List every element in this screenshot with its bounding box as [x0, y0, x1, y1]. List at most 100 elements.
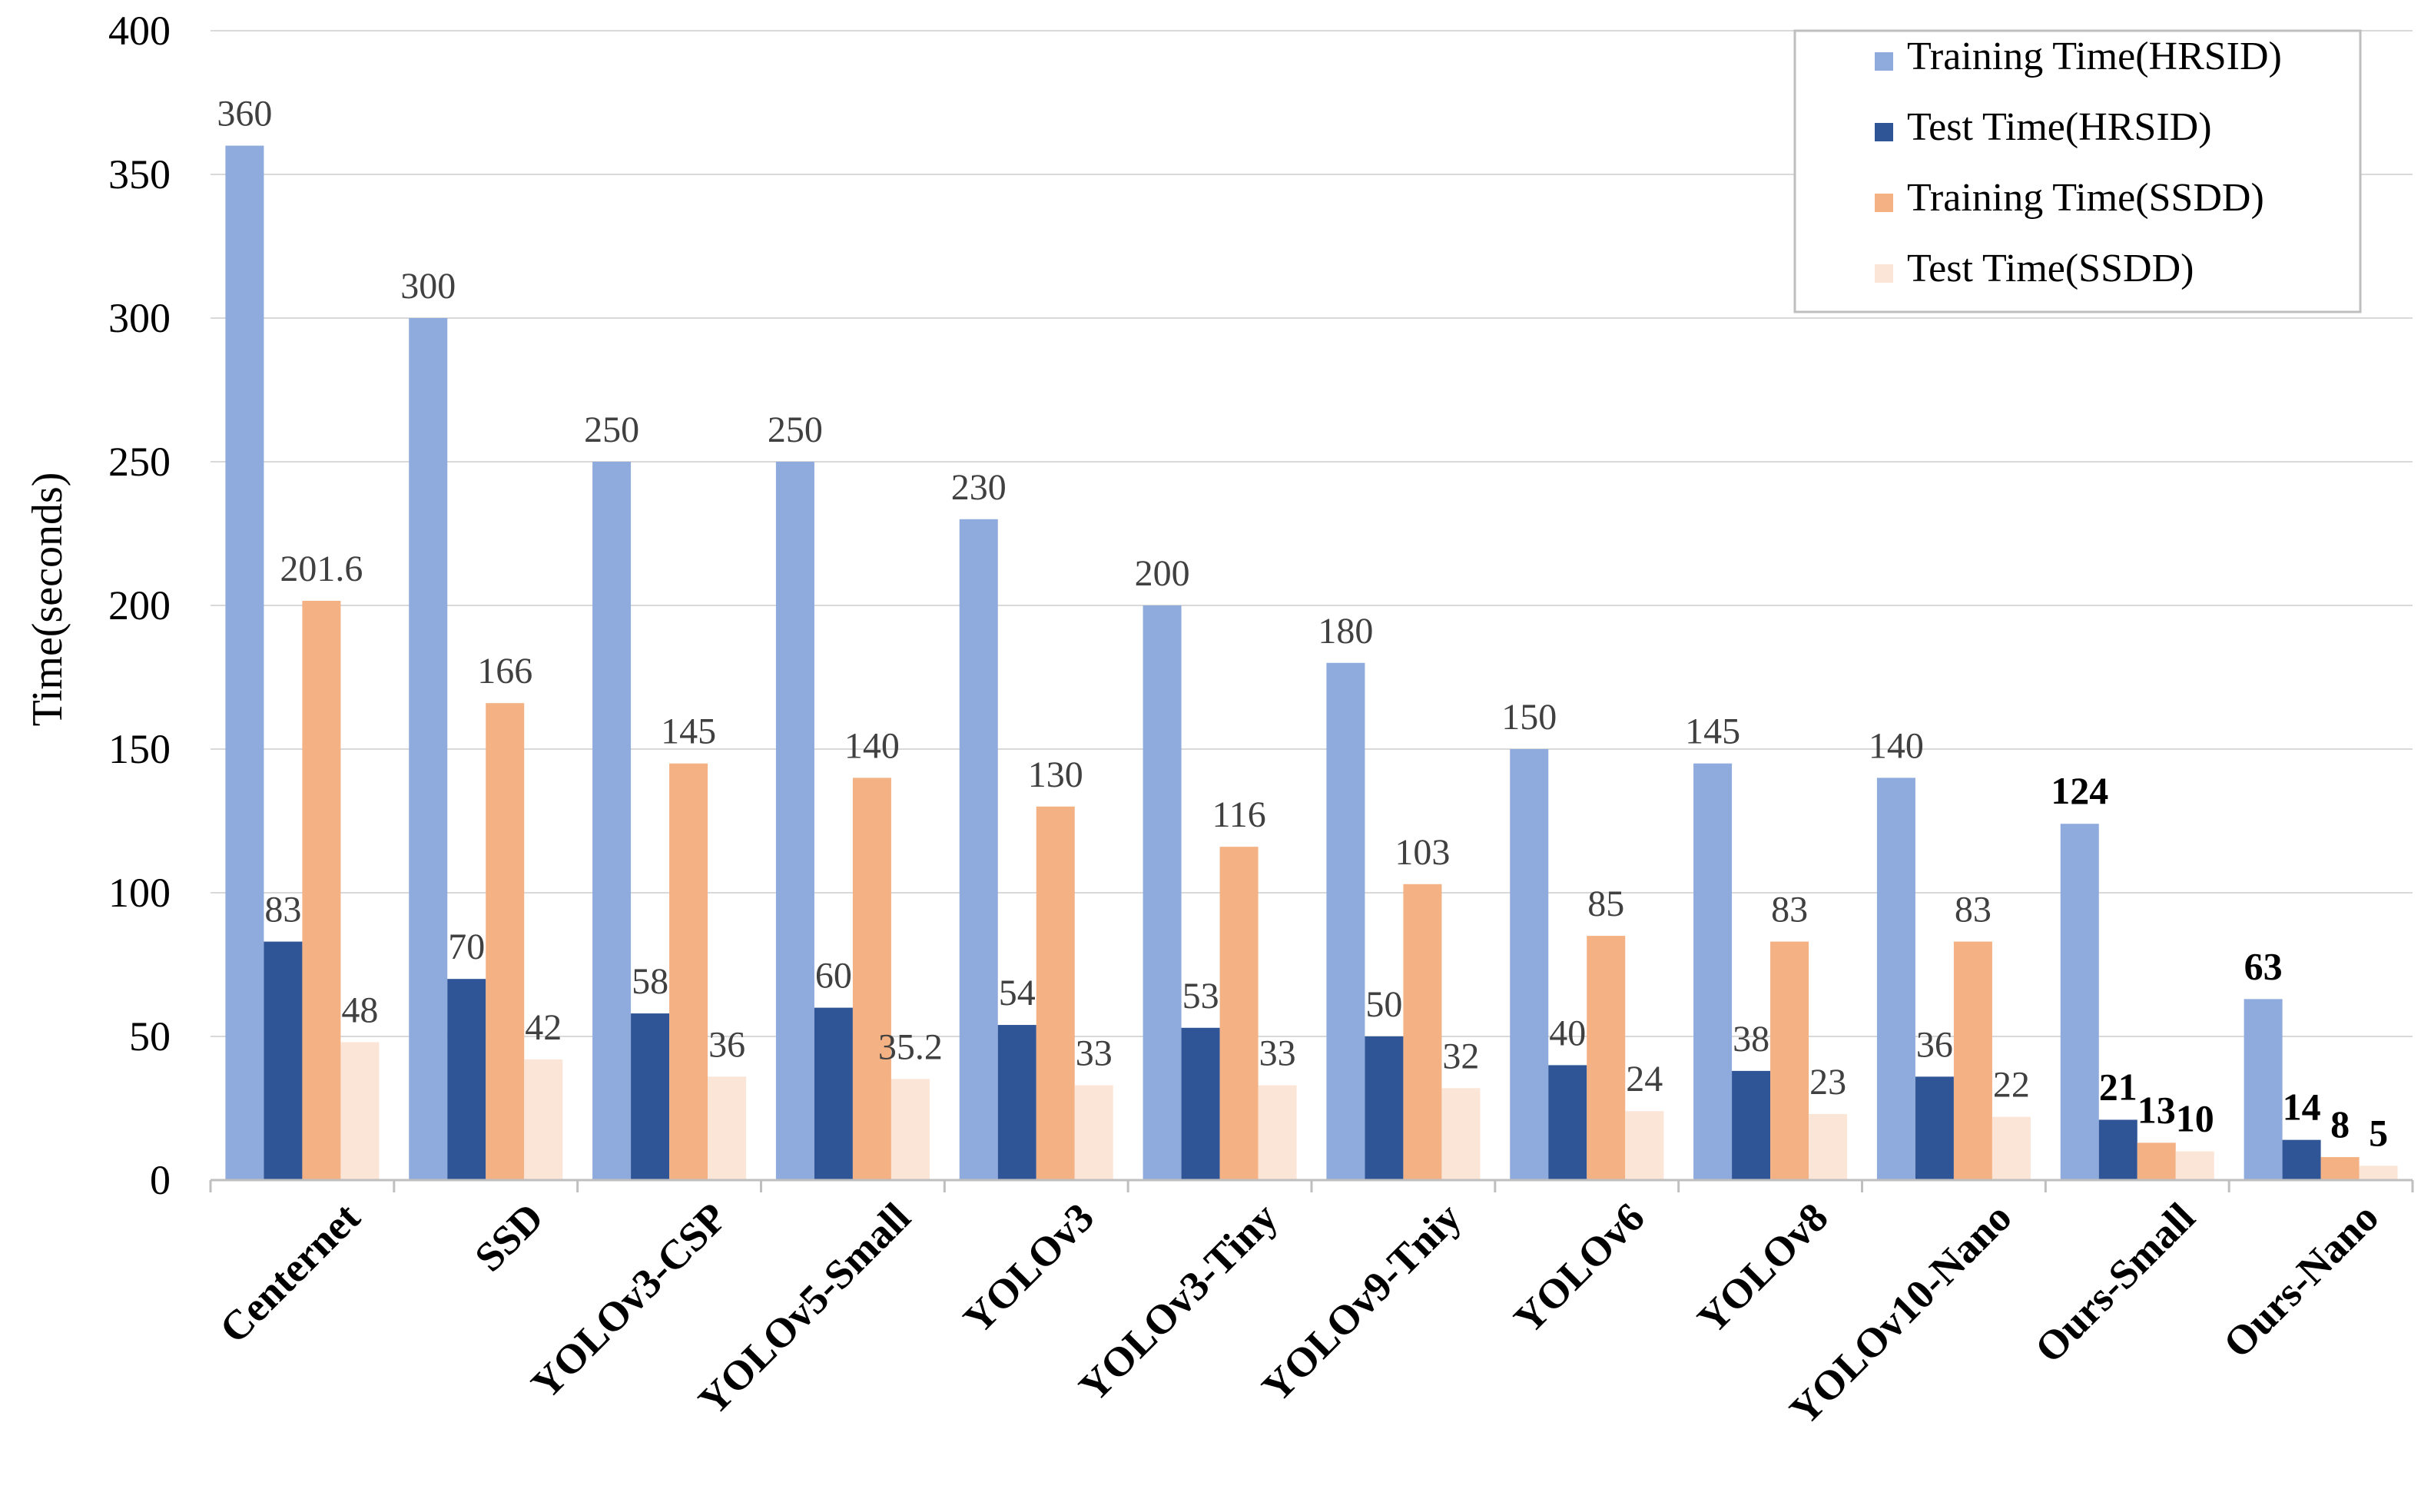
- bar: [1074, 1085, 1113, 1180]
- bar: [814, 1007, 853, 1180]
- data-label: 116: [1212, 794, 1265, 835]
- data-label: 5: [2369, 1111, 2388, 1154]
- y-tick-label: 400: [108, 8, 171, 54]
- bar: [1403, 884, 1442, 1180]
- legend: Training Time(HRSID) Test Time(HRSID) Trai…: [1793, 29, 2362, 313]
- data-label: 180: [1318, 611, 1373, 652]
- data-label: 145: [1685, 711, 1740, 752]
- legend-swatch: [1875, 194, 1893, 212]
- bar: [631, 1013, 670, 1180]
- data-label: 40: [1549, 1013, 1586, 1053]
- bar: [2175, 1151, 2214, 1180]
- y-tick-label: 100: [108, 870, 171, 916]
- gridlines: [211, 30, 2413, 1037]
- x-tick-label: YOLOv8: [1689, 1194, 1837, 1342]
- bar: [1365, 1036, 1404, 1180]
- bar: [1219, 847, 1259, 1180]
- bar: [2244, 999, 2283, 1180]
- data-label: 200: [1135, 553, 1190, 594]
- data-label: 140: [1869, 725, 1924, 766]
- bar: [2359, 1166, 2398, 1180]
- bar: [1915, 1076, 1954, 1180]
- bar: [264, 941, 303, 1180]
- bar: [959, 519, 998, 1180]
- bar: [669, 763, 708, 1180]
- bars: [225, 145, 2398, 1181]
- y-tick-label: 300: [108, 295, 171, 341]
- bar: [1548, 1065, 1587, 1180]
- legend-label: Test Time(SSDD): [1907, 247, 2194, 290]
- data-label: 250: [584, 410, 639, 450]
- bar: [1693, 763, 1733, 1180]
- bar: [1876, 778, 1915, 1180]
- data-label: 150: [1501, 697, 1557, 738]
- data-labels: 36083201.6483007016642250581453625060140…: [217, 94, 2388, 1155]
- x-tick-label: SSD: [466, 1194, 552, 1280]
- bar: [2098, 1119, 2137, 1180]
- y-tick-label: 200: [108, 582, 171, 628]
- x-tick-label: Ours-Nano: [2214, 1194, 2387, 1367]
- data-label: 35.2: [878, 1026, 943, 1067]
- data-label: 48: [341, 990, 378, 1030]
- data-label: 124: [2051, 769, 2108, 812]
- data-label: 38: [1733, 1019, 1769, 1059]
- data-label: 130: [1028, 754, 1083, 795]
- data-label: 8: [2330, 1102, 2350, 1146]
- data-label: 140: [844, 725, 900, 766]
- bar: [592, 462, 632, 1180]
- data-label: 300: [400, 266, 456, 307]
- x-tick-label: Centernet: [211, 1194, 369, 1352]
- y-tick-label: 350: [108, 151, 171, 197]
- data-label: 42: [525, 1007, 562, 1048]
- data-label: 83: [1955, 890, 1992, 930]
- data-label: 63: [2244, 944, 2283, 987]
- legend-swatch: [1875, 123, 1893, 141]
- data-label: 166: [477, 651, 532, 691]
- bar: [1326, 662, 1365, 1180]
- bar: [225, 145, 264, 1181]
- bar: [1992, 1116, 2031, 1180]
- data-label: 60: [815, 956, 852, 996]
- data-label: 33: [1076, 1033, 1113, 1074]
- bar: [852, 778, 891, 1180]
- bar: [1770, 941, 1809, 1180]
- data-label: 36: [1916, 1024, 1953, 1065]
- data-label: 14: [2283, 1086, 2321, 1129]
- bar: [1809, 1113, 1848, 1180]
- bar: [1732, 1070, 1771, 1180]
- data-label: 58: [632, 961, 668, 1002]
- data-label: 53: [1182, 976, 1219, 1016]
- y-axis-title: Time(seconds): [24, 472, 71, 727]
- bar: [775, 462, 814, 1180]
- bar: [997, 1025, 1036, 1180]
- bar: [1143, 605, 1182, 1180]
- y-tick-label: 0: [150, 1157, 171, 1203]
- bar: [1181, 1027, 1220, 1180]
- data-label: 145: [661, 711, 716, 752]
- legend-swatch: [1875, 52, 1893, 71]
- y-tick-label: 250: [108, 439, 171, 485]
- bar: [2137, 1142, 2176, 1180]
- bar: [1036, 806, 1075, 1180]
- bar: [1953, 941, 1992, 1180]
- x-tick-label: Ours-Small: [2026, 1194, 2204, 1371]
- y-tick-label: 150: [108, 726, 171, 772]
- bar: [409, 318, 448, 1180]
- legend-swatch: [1875, 264, 1893, 283]
- data-label: 21: [2099, 1065, 2137, 1108]
- data-label: 32: [1442, 1036, 1479, 1076]
- bar: [1587, 936, 1626, 1180]
- bar: [1510, 749, 1549, 1180]
- bar: [1258, 1085, 1297, 1180]
- bar: [340, 1042, 380, 1180]
- data-label: 10: [2176, 1097, 2214, 1140]
- bar: [2320, 1157, 2360, 1180]
- data-label: 23: [1809, 1062, 1846, 1102]
- bar: [524, 1059, 563, 1180]
- bar: [486, 703, 525, 1180]
- data-label: 22: [1993, 1065, 2030, 1106]
- x-tick-label: YOLOv6: [1505, 1194, 1653, 1342]
- data-label: 13: [2137, 1088, 2176, 1131]
- data-label: 36: [708, 1024, 745, 1065]
